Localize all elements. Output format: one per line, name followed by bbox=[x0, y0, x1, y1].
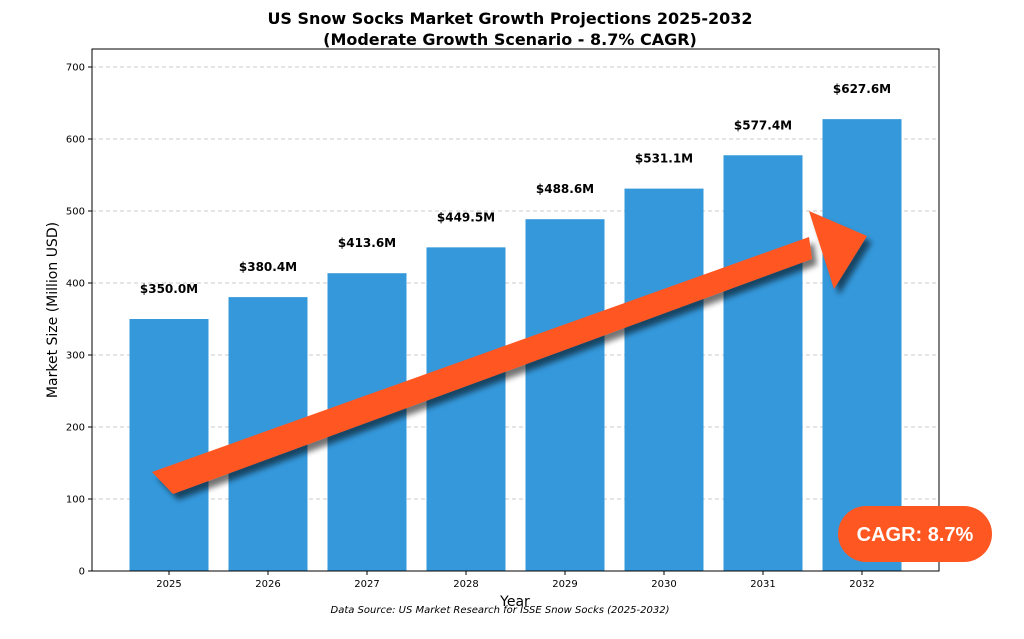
x-tick-label: 2032 bbox=[849, 579, 874, 590]
bar bbox=[822, 119, 902, 572]
y-tick-label: 400 bbox=[66, 279, 85, 290]
bar-value-label: $449.5M bbox=[437, 210, 495, 224]
y-tick-label: 700 bbox=[66, 63, 85, 74]
y-tick-label: 0 bbox=[79, 567, 85, 578]
y-tick-label: 500 bbox=[66, 207, 85, 218]
x-axis-label: Year bbox=[499, 594, 530, 610]
y-tick-label: 600 bbox=[66, 135, 85, 146]
bar-value-label: $577.4M bbox=[734, 118, 792, 132]
x-tick-label: 2030 bbox=[651, 579, 676, 590]
grid-lines bbox=[92, 66, 939, 500]
data-source-note: Data Source: US Market Research for ISSE… bbox=[331, 605, 670, 616]
x-tick-label: 2025 bbox=[156, 579, 181, 590]
x-tick-label: 2027 bbox=[354, 579, 379, 590]
cagr-badge: CAGR: 8.7% bbox=[838, 506, 992, 562]
x-tick-label: 2029 bbox=[552, 579, 577, 590]
cagr-badge-background bbox=[838, 506, 992, 562]
chart-title: US Snow Socks Market Growth Projections … bbox=[267, 9, 752, 28]
chart-subtitle: (Moderate Growth Scenario - 8.7% CAGR) bbox=[323, 30, 697, 49]
bar bbox=[723, 155, 803, 571]
growth-arrow-icon bbox=[152, 211, 867, 494]
y-axis-label: Market Size (Million USD) bbox=[45, 222, 61, 398]
x-tick-label: 2028 bbox=[453, 579, 478, 590]
bar-value-label: $380.4M bbox=[239, 260, 297, 274]
bar-value-label: $350.0M bbox=[140, 282, 198, 296]
bar-value-label: $627.6M bbox=[833, 82, 891, 96]
bar bbox=[525, 219, 605, 571]
x-tick-label: 2031 bbox=[750, 579, 775, 590]
bar-value-label: $488.6M bbox=[536, 182, 594, 196]
y-tick-label: 100 bbox=[66, 495, 85, 506]
bar-value-label: $413.6M bbox=[338, 236, 396, 250]
bar-value-label: $531.1M bbox=[635, 152, 693, 166]
bar bbox=[129, 319, 209, 571]
y-tick-label: 200 bbox=[66, 423, 85, 434]
plot-frame bbox=[91, 48, 940, 572]
bar bbox=[426, 247, 506, 572]
cagr-badge-text: CAGR: 8.7% bbox=[857, 524, 974, 546]
x-axis-ticks: 2025 2026 2027 2028 2029 2030 2031 2032 bbox=[156, 571, 875, 590]
bar-labels: $350.0M $380.4M $413.6M $449.5M $488.6M $531.… bbox=[140, 82, 891, 296]
y-tick-label: 300 bbox=[66, 351, 85, 362]
y-axis-ticks: 0 100 200 300 400 500 600 700 bbox=[66, 63, 92, 578]
bar bbox=[624, 188, 704, 571]
x-tick-label: 2026 bbox=[255, 579, 280, 590]
